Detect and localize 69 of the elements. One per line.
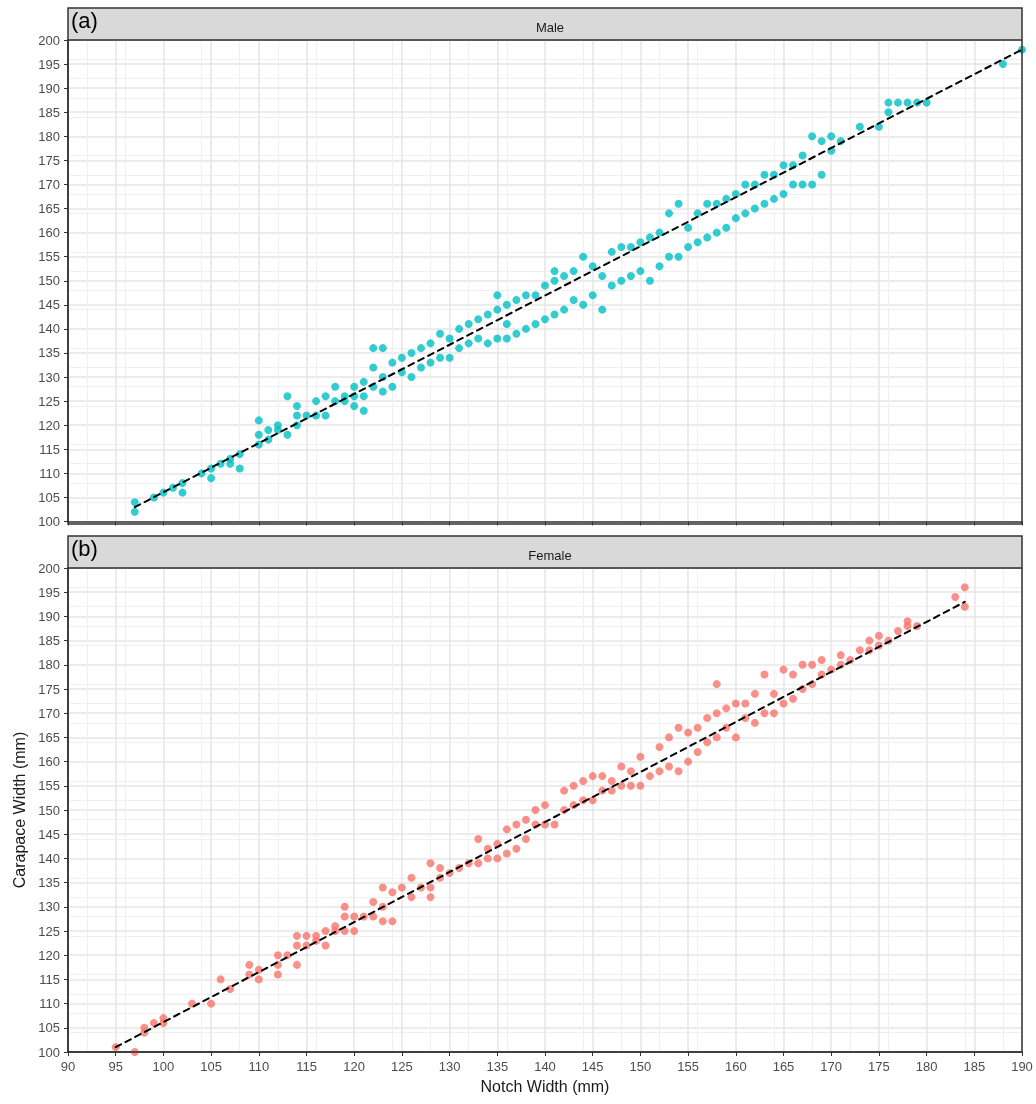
y-tick-label: 165 [38, 729, 60, 745]
y-tick-label: 105 [38, 1020, 60, 1036]
x-tick-label: 160 [724, 1059, 747, 1074]
x-tick-label: 125 [391, 1059, 413, 1074]
y-tick-label: 170 [38, 176, 60, 192]
y-tick-label: 200 [38, 32, 60, 48]
y-tick-label: 165 [38, 201, 60, 217]
y-tick-label: 100 [38, 514, 60, 529]
x-tick-label: 135 [486, 1059, 509, 1074]
y-tick-label: 160 [38, 754, 60, 770]
x-tick-label: 175 [868, 1059, 890, 1074]
y-tick-label: 115 [39, 971, 60, 987]
y-tick-label: 175 [38, 152, 60, 168]
x-tick-label: 190 [1011, 1059, 1033, 1074]
y-tick-label: 170 [38, 705, 60, 721]
y-tick-label: 120 [38, 947, 60, 963]
x-tick-label: 180 [915, 1059, 938, 1074]
y-tick-label: 155 [38, 778, 60, 794]
y-tick-label: 190 [38, 80, 60, 96]
y-tick-label: 185 [38, 633, 60, 649]
x-tick-label: 140 [534, 1059, 556, 1074]
y-tick-label: 160 [38, 225, 60, 241]
y-tick-label: 195 [38, 584, 60, 600]
y-tick-label: 120 [38, 417, 60, 433]
x-tick-label: 130 [438, 1059, 461, 1074]
y-tick-label: 125 [38, 923, 60, 939]
chart-title: Male [535, 20, 565, 35]
y-tick-label: 130 [38, 369, 60, 385]
x-tick-label: 90 [60, 1059, 76, 1074]
y-tick-label: 180 [38, 657, 60, 673]
x-tick-label: 95 [108, 1059, 123, 1074]
y-tick-label: 175 [38, 681, 60, 697]
x-tick-label: 165 [772, 1059, 795, 1074]
y-tick-label: 140 [38, 850, 60, 866]
x-tick-label: 145 [581, 1059, 604, 1074]
y-tick-label: 105 [38, 489, 60, 505]
x-tick-label: 185 [963, 1059, 986, 1074]
chart-title: Female [528, 548, 572, 563]
y-tick-label: 125 [38, 393, 60, 409]
y-tick-label: 190 [38, 608, 60, 624]
y-tick-label: 185 [38, 104, 60, 120]
text: (a) [71, 7, 98, 33]
y-tick-label: 135 [38, 345, 60, 361]
x-axis-title: Notch Width (mm) [480, 1077, 610, 1095]
x-tick-label: 105 [200, 1059, 222, 1074]
y-tick-label: 145 [38, 297, 60, 313]
y-tick-label: 195 [38, 56, 60, 72]
y-tick-label: 180 [38, 128, 60, 144]
y-tick-label: 115 [39, 441, 60, 457]
y-tick-label: 140 [38, 321, 60, 337]
x-tick-label: 155 [677, 1059, 699, 1074]
x-tick-label: 110 [248, 1059, 270, 1074]
y-tick-label: 145 [38, 826, 60, 842]
y-tick-label: 200 [38, 560, 60, 576]
x-tick-label: 115 [296, 1059, 317, 1074]
y-axis-title: Carapace Width (mm) [10, 731, 28, 889]
y-tick-label: 150 [38, 802, 60, 818]
x-tick-label: 100 [152, 1059, 175, 1074]
y-tick-label: 110 [39, 996, 60, 1012]
x-tick-label: 170 [820, 1059, 843, 1074]
x-tick-label: 150 [629, 1059, 652, 1074]
y-tick-label: 130 [38, 899, 60, 915]
y-tick-label: 135 [38, 875, 60, 891]
y-tick-label: 110 [39, 465, 60, 481]
x-tick-label: 120 [343, 1059, 366, 1074]
y-tick-label: 155 [38, 249, 60, 265]
text: (b) [71, 535, 98, 561]
y-tick-label: 100 [38, 1044, 60, 1060]
y-tick-label: 150 [38, 273, 60, 289]
